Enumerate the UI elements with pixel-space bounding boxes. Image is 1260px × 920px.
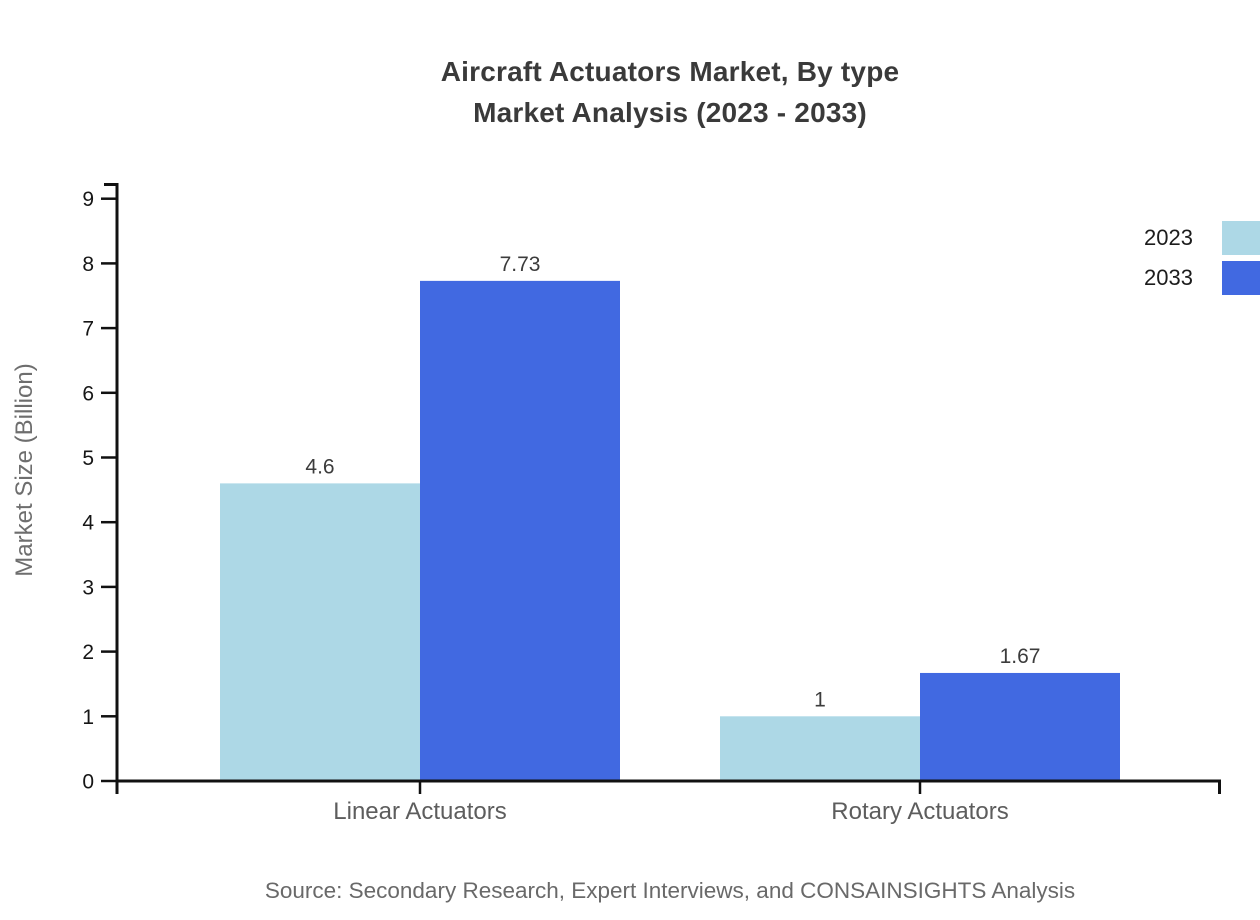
value-label-linear-actuators-2023: 4.6: [305, 455, 334, 478]
chart-title-line-2: Market Analysis (2023 - 2033): [473, 97, 867, 128]
bar-linear-actuators-2033: [420, 280, 620, 780]
y-tick-label-2: 2: [82, 641, 94, 664]
legend-label-2023: 2023: [1144, 225, 1193, 250]
y-tick-label-1: 1: [82, 706, 94, 729]
bar-rotary-actuators-2023: [720, 716, 920, 780]
legend-swatch-2023-icon: [1222, 221, 1260, 255]
legend-item-2023: 2023: [1144, 221, 1260, 255]
x-category-label-rotary-actuators: Rotary Actuators: [831, 798, 1008, 825]
value-label-linear-actuators-2033: 7.73: [500, 253, 541, 276]
y-tick-label-8: 8: [82, 253, 94, 276]
y-tick-label-3: 3: [82, 576, 94, 599]
y-axis-title: Market Size (Billion): [11, 363, 38, 576]
bar-linear-actuators-2023: [220, 483, 420, 780]
source-attribution: Source: Secondary Research, Expert Inter…: [264, 878, 1076, 903]
legend-label-2033: 2033: [1144, 265, 1193, 290]
y-tick-label-9: 9: [82, 188, 94, 211]
value-label-rotary-actuators-2023: 1: [814, 688, 826, 711]
y-tick-label-0: 0: [82, 771, 94, 794]
bar-rotary-actuators-2033: [920, 672, 1120, 780]
chart-title-line-1: Aircraft Actuators Market, By type: [440, 56, 900, 87]
y-tick-label-4: 4: [82, 512, 94, 535]
y-tick-label-5: 5: [82, 447, 94, 470]
value-label-rotary-actuators-2033: 1.67: [1000, 645, 1041, 668]
x-category-label-linear-actuators: Linear Actuators: [333, 798, 506, 825]
y-tick-label-6: 6: [82, 382, 94, 405]
chart-title: Aircraft Actuators Market, By type Marke…: [80, 51, 1260, 133]
y-tick-label-7: 7: [82, 318, 94, 341]
legend-swatch-2033-icon: [1222, 261, 1260, 295]
legend-item-2033: 2033: [1144, 261, 1260, 295]
